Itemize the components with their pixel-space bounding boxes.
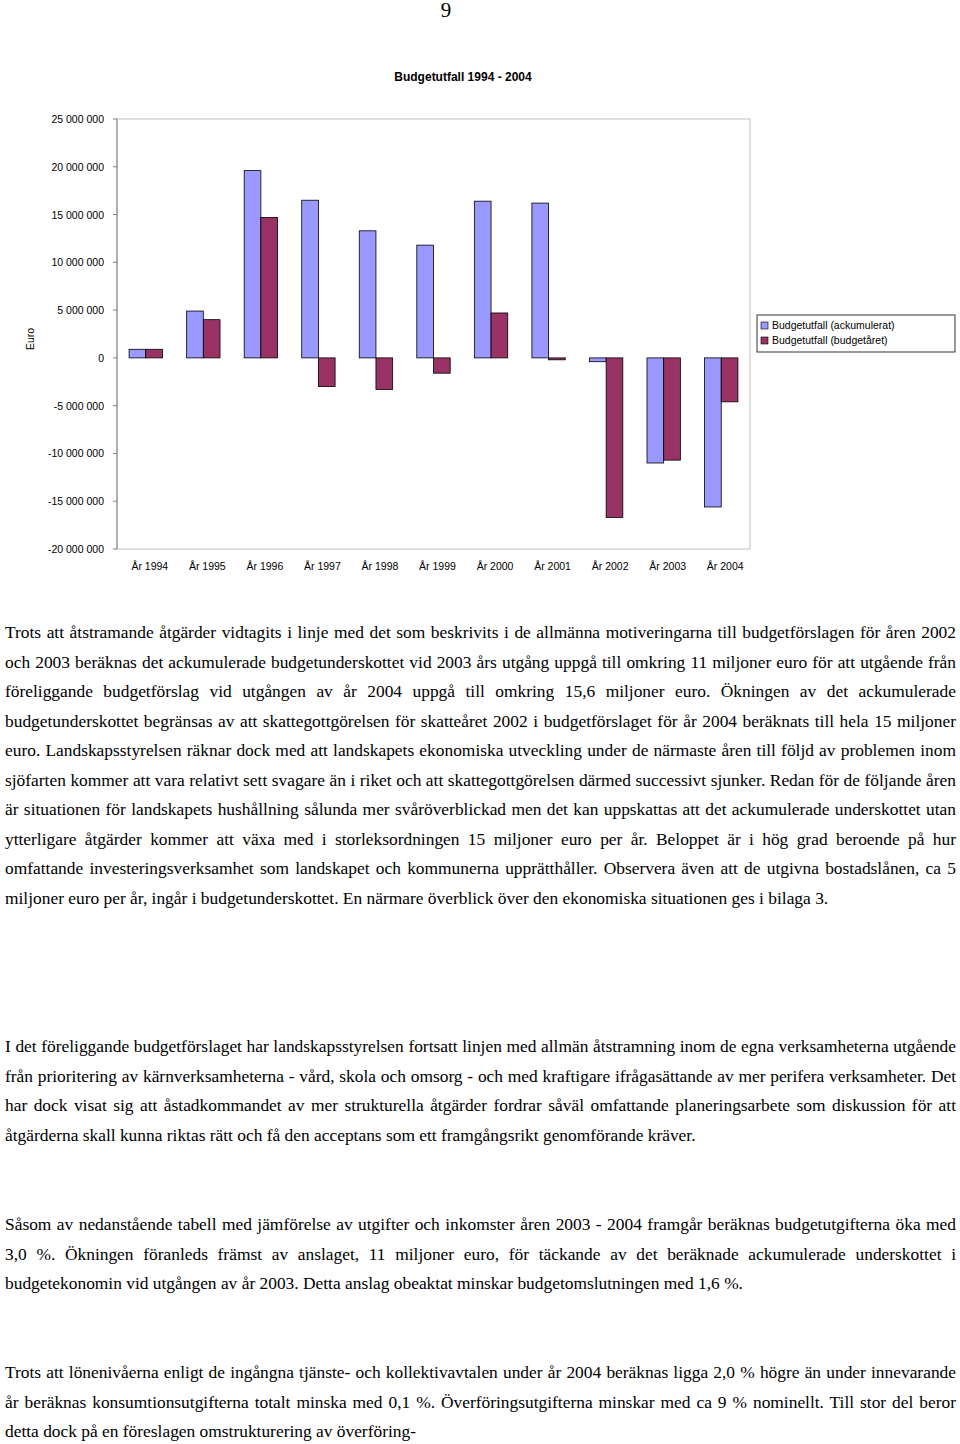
paragraph: I det föreliggande budgetförslaget har l…	[5, 1032, 956, 1150]
legend-swatch	[761, 337, 768, 344]
legend-entry: Budgetutfall (ackumulerat)	[772, 319, 895, 331]
bar	[705, 358, 722, 507]
x-tick-label: År 1997	[304, 560, 341, 572]
x-tick-label: År 1998	[362, 560, 399, 572]
bar	[187, 311, 204, 358]
bar	[302, 200, 319, 358]
legend-entry: Budgetutfall (budgetåret)	[772, 334, 888, 346]
y-tick	[113, 549, 117, 550]
y-tick	[113, 453, 117, 454]
x-tick-label: År 1996	[246, 560, 283, 572]
y-tick	[113, 501, 117, 502]
plot-frame	[117, 119, 750, 549]
x-tick-label: År 2003	[649, 560, 686, 572]
y-tick-label: -15 000 000	[48, 495, 104, 507]
y-tick	[113, 214, 117, 215]
paragraph: Såsom av nedanstående tabell med jämföre…	[5, 1210, 956, 1299]
y-tick-label: 25 000 000	[51, 113, 104, 125]
y-tick	[113, 405, 117, 406]
bar	[318, 358, 335, 387]
chart-title: Budgetutfall 1994 - 2004	[394, 70, 532, 84]
bar	[474, 201, 491, 358]
y-axis-label: Euro	[24, 328, 36, 350]
bar	[647, 358, 664, 463]
y-tick	[113, 262, 117, 263]
y-tick-label: 20 000 000	[51, 161, 104, 173]
y-tick-label: 10 000 000	[51, 256, 104, 268]
chart: Budgetutfall 1994 - 2004 Euro -20 000 000 -…	[0, 0, 960, 600]
x-tick-label: År 2002	[592, 560, 629, 572]
x-tick-label: År 1995	[189, 560, 226, 572]
paragraph: Trots att lönenivåerna enligt de ingångn…	[5, 1358, 956, 1444]
x-tick-label: År 2004	[707, 560, 744, 572]
y-tick	[113, 166, 117, 167]
y-tick-label: -10 000 000	[48, 447, 104, 459]
legend: Budgetutfall (ackumulerat) Budgetutfall (…	[757, 315, 955, 352]
x-tick-label: År 2001	[534, 560, 571, 572]
bar	[146, 349, 163, 358]
bar	[434, 358, 451, 373]
bar	[244, 171, 261, 358]
y-tick	[113, 310, 117, 311]
page-number: 9	[0, 0, 892, 23]
legend-box	[757, 315, 955, 352]
y-tick	[113, 357, 117, 358]
y-tick	[113, 119, 117, 120]
bar	[664, 358, 681, 460]
bar	[721, 358, 738, 402]
y-axis	[117, 119, 118, 549]
bar	[203, 320, 220, 358]
legend-swatch	[761, 322, 768, 329]
y-tick-label: 0	[98, 352, 104, 364]
bar	[606, 358, 623, 518]
bar	[359, 231, 376, 358]
bar	[129, 349, 146, 358]
bar	[532, 203, 549, 358]
bars	[129, 171, 738, 518]
bar	[261, 217, 278, 357]
x-tick-label: År 1994	[131, 560, 168, 572]
y-tick-label: -20 000 000	[48, 543, 104, 555]
y-tick-label: -5 000 000	[54, 400, 104, 412]
bar	[589, 358, 606, 362]
paragraph: Trots att åtstramande åtgärder vidtagits…	[5, 618, 956, 913]
bar	[549, 358, 566, 360]
bar	[417, 245, 434, 358]
y-tick-label: 15 000 000	[51, 209, 104, 221]
x-tick-label: År 2000	[477, 560, 514, 572]
x-tick-label: År 1999	[419, 560, 456, 572]
bar	[376, 358, 393, 390]
bar	[491, 313, 508, 358]
y-tick-label: 5 000 000	[57, 304, 104, 316]
